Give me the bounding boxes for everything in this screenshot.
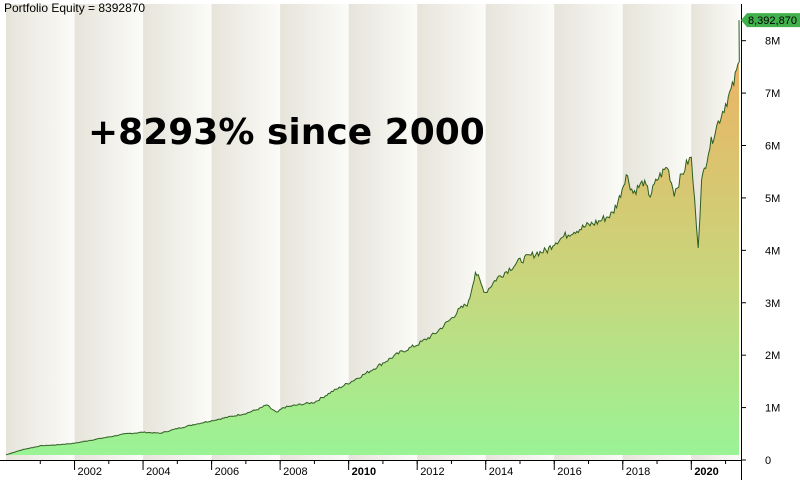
y-tick-label: 3M [765,298,780,310]
year-band [143,4,212,460]
year-band [6,4,75,460]
last-value-marker: 8,392,870 [741,13,800,28]
x-tick-label: 2016 [557,466,581,478]
year-band [74,4,144,460]
x-tick-label: 2020 [694,466,718,478]
x-tick-label: 2014 [489,466,513,478]
y-tick-label: 6M [765,141,780,153]
x-tick-label: 2010 [352,466,376,478]
y-axis-ticks: 0 1M 2M 3M 4M 5M 6M 7M 8M [741,36,780,467]
x-tick-label: 2012 [420,466,444,478]
x-tick-label: 2004 [146,466,170,478]
last-value-label: 8,392,870 [748,15,797,27]
year-band [280,4,349,460]
x-tick-label: 2018 [626,466,650,478]
last-value-box [741,13,800,28]
y-tick-label: 7M [765,88,780,100]
x-axis-ticks: 2002 2004 2006 2008 2010 2012 2014 2016 2018 2020 [39,460,727,478]
y-tick-label: 2M [765,350,780,362]
y-tick-label: 4M [765,245,780,257]
y-tick-label: 5M [765,193,780,205]
x-tick-label: 2008 [283,466,307,478]
y-tick-label: 0 [765,455,771,467]
equity-line [5,20,740,456]
y-tick-label: 8M [765,36,780,48]
chart-title: Portfolio Equity = 8392870 [4,1,145,15]
x-tick-label: 2002 [78,466,102,478]
return-annotation: +8293% since 2000 [88,112,485,153]
y-tick-label: 1M [765,403,780,415]
equity-area-fill [6,20,740,455]
x-tick-label: 2006 [215,466,239,478]
year-band [211,4,281,460]
